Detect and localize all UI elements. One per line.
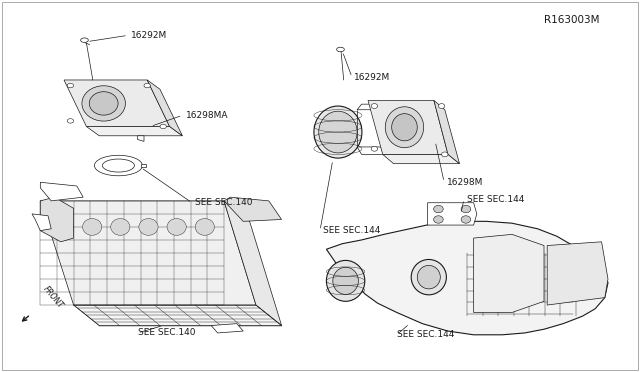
Ellipse shape <box>417 266 440 289</box>
Polygon shape <box>357 147 384 154</box>
Ellipse shape <box>81 38 88 42</box>
Ellipse shape <box>111 219 130 235</box>
Ellipse shape <box>67 83 74 88</box>
Ellipse shape <box>95 155 143 176</box>
Ellipse shape <box>54 219 74 235</box>
Text: FRONT: FRONT <box>42 285 65 311</box>
Polygon shape <box>547 242 608 305</box>
Ellipse shape <box>326 260 365 301</box>
Text: SEE SEC.140: SEE SEC.140 <box>138 328 195 337</box>
Ellipse shape <box>167 219 186 235</box>
Ellipse shape <box>102 159 134 172</box>
Ellipse shape <box>371 147 378 151</box>
Polygon shape <box>224 201 282 326</box>
Polygon shape <box>224 197 282 221</box>
Ellipse shape <box>461 205 470 213</box>
Polygon shape <box>138 136 144 141</box>
Ellipse shape <box>160 124 166 129</box>
Text: 16292M: 16292M <box>354 73 390 82</box>
Polygon shape <box>141 164 146 167</box>
Ellipse shape <box>333 267 358 295</box>
Polygon shape <box>40 197 74 242</box>
Polygon shape <box>383 154 460 164</box>
Ellipse shape <box>433 216 443 223</box>
Text: 16298M: 16298M <box>447 178 483 187</box>
Ellipse shape <box>319 111 357 153</box>
Text: 16292M: 16292M <box>131 31 168 40</box>
Ellipse shape <box>67 119 74 123</box>
Polygon shape <box>326 221 608 335</box>
Ellipse shape <box>90 92 118 115</box>
Polygon shape <box>86 126 182 136</box>
Ellipse shape <box>461 216 470 223</box>
Polygon shape <box>434 100 460 164</box>
Polygon shape <box>74 305 282 326</box>
Polygon shape <box>32 214 51 231</box>
Ellipse shape <box>144 83 150 88</box>
Text: SEE SEC.140: SEE SEC.140 <box>195 198 253 207</box>
Polygon shape <box>40 182 83 201</box>
Text: 16298MA: 16298MA <box>186 111 228 120</box>
Ellipse shape <box>392 114 417 141</box>
Ellipse shape <box>83 219 102 235</box>
Polygon shape <box>428 203 477 225</box>
Ellipse shape <box>195 219 214 235</box>
Ellipse shape <box>82 86 125 121</box>
Text: SEE SEC.144: SEE SEC.144 <box>323 226 381 235</box>
Polygon shape <box>357 104 384 110</box>
Polygon shape <box>211 324 243 333</box>
Ellipse shape <box>411 260 446 295</box>
Polygon shape <box>64 80 170 126</box>
Text: SEE SEC.144: SEE SEC.144 <box>467 195 525 203</box>
Polygon shape <box>368 100 448 154</box>
Ellipse shape <box>139 219 158 235</box>
Text: SEE SEC.144: SEE SEC.144 <box>397 330 454 339</box>
Polygon shape <box>40 201 256 305</box>
Ellipse shape <box>371 104 378 109</box>
Ellipse shape <box>314 106 362 158</box>
Ellipse shape <box>337 47 344 52</box>
Polygon shape <box>147 80 182 136</box>
Text: R163003M: R163003M <box>544 16 600 25</box>
Ellipse shape <box>385 107 424 148</box>
Polygon shape <box>474 234 544 312</box>
Ellipse shape <box>438 104 445 109</box>
Ellipse shape <box>442 152 448 157</box>
Ellipse shape <box>433 205 443 213</box>
